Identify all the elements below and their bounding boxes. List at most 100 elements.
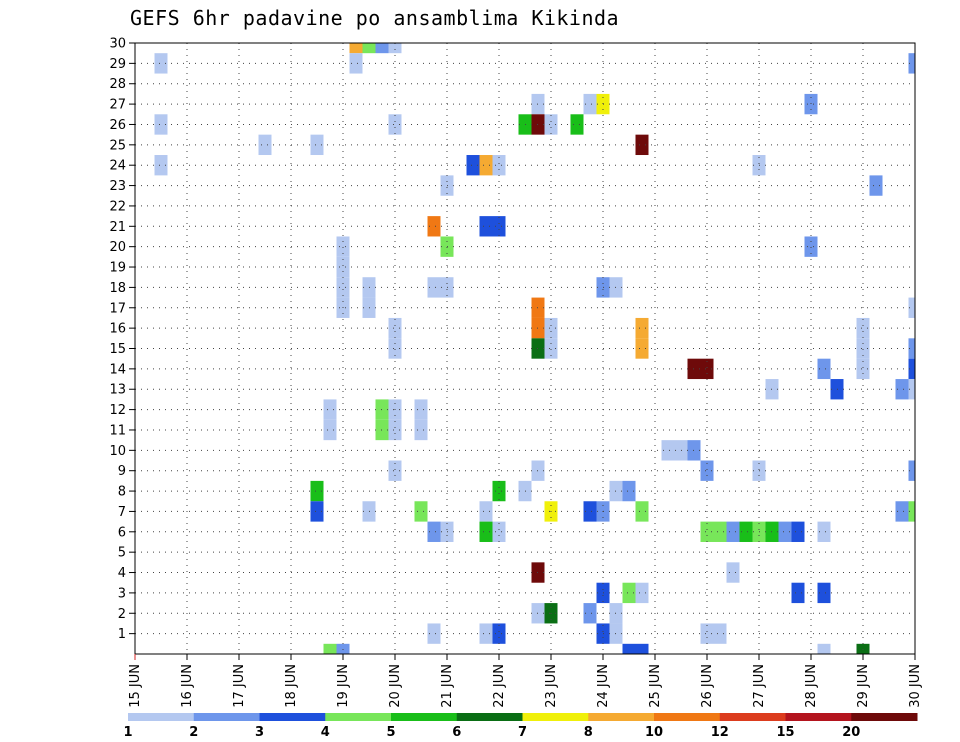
y-tick-label: 20	[109, 240, 126, 255]
x-axis: 15 JUN 16 JUN 17 JUN 18 JUN 19 JUN 20 JUN 21 J…	[128, 654, 923, 708]
y-tick-label: 23	[109, 179, 126, 194]
x-tick-label: 28 JUN	[804, 664, 819, 708]
legend-swatch	[851, 713, 918, 721]
legend-swatch	[391, 713, 458, 721]
precip-cell	[908, 297, 915, 318]
precip-cell	[310, 501, 324, 522]
y-tick-label: 21	[109, 220, 126, 235]
precip-cell	[726, 562, 740, 583]
x-tick-label: 29 JUN	[856, 664, 871, 708]
y-tick-label: 14	[109, 362, 126, 377]
y-tick-label: 17	[109, 301, 126, 316]
x-tick-label: 21 JUN	[440, 664, 455, 708]
precip-cell	[713, 623, 727, 644]
y-tick-label: 6	[118, 525, 126, 540]
precip-cell	[427, 216, 441, 237]
legend-label: 1	[123, 725, 132, 740]
chart-title: GEFS 6hr padavine po ansamblima Kikinda	[130, 6, 620, 30]
precip-cell	[856, 358, 870, 380]
precip-cell	[635, 317, 649, 339]
precip-cell	[804, 236, 818, 257]
y-tick-label: 16	[109, 322, 126, 337]
precip-cell	[388, 43, 402, 54]
precip-cell	[154, 114, 168, 135]
precip-cell	[739, 521, 753, 542]
legend-label: 5	[386, 725, 395, 740]
precip-cell	[791, 521, 805, 542]
precip-cell	[479, 216, 493, 237]
x-tick-label: 24 JUN	[596, 664, 611, 708]
y-tick-label: 11	[109, 423, 126, 438]
precip-cell	[414, 399, 428, 420]
precip-cell	[817, 358, 831, 380]
precip-cell	[388, 338, 402, 359]
precip-cell	[427, 277, 441, 298]
y-tick-label: 27	[109, 98, 126, 113]
legend-swatch	[588, 713, 655, 721]
precip-cell	[544, 114, 558, 135]
x-tick-label: 17 JUN	[232, 664, 247, 708]
precip-cell	[726, 521, 740, 542]
x-tick-label: 27 JUN	[752, 664, 767, 708]
precip-cell	[869, 175, 883, 196]
precip-cell	[414, 419, 428, 441]
precip-cell	[479, 501, 493, 522]
precip-cell	[362, 43, 376, 54]
precip-cell	[856, 317, 870, 339]
legend-label: 15	[776, 725, 794, 740]
precip-cell	[856, 338, 870, 359]
y-tick-label: 1	[118, 627, 126, 642]
precip-cell	[492, 521, 506, 542]
precip-cell	[310, 480, 324, 502]
precip-cell	[544, 317, 558, 339]
y-tick-label: 25	[109, 138, 126, 153]
precip-cell	[622, 582, 636, 604]
precip-cell	[713, 521, 727, 542]
precip-cell	[895, 379, 909, 400]
legend-swatch	[785, 713, 852, 721]
precip-cell	[570, 114, 584, 135]
precip-cell	[700, 460, 714, 481]
cells-layer	[154, 43, 915, 654]
x-tick-label: 20 JUN	[388, 664, 403, 708]
precip-cell	[778, 521, 792, 542]
y-tick-label: 5	[118, 546, 126, 561]
precip-cell	[375, 43, 389, 54]
precip-cell	[817, 643, 831, 654]
precip-cell	[479, 623, 493, 644]
precip-cell	[492, 480, 506, 502]
y-tick-label: 8	[118, 485, 126, 500]
precip-cell	[908, 460, 915, 481]
y-tick-label: 9	[118, 464, 126, 479]
legend-label: 8	[584, 725, 593, 740]
x-tick-label: 18 JUN	[284, 664, 299, 708]
precip-cell	[336, 236, 350, 257]
legend-label: 10	[645, 725, 663, 740]
precip-cell	[388, 460, 402, 481]
precip-cell	[635, 643, 649, 654]
precip-cell	[908, 338, 915, 359]
legend-label: 4	[321, 725, 330, 740]
precip-cell	[700, 358, 714, 380]
precip-cell	[635, 582, 649, 604]
precip-cell	[856, 643, 870, 654]
legend-swatch	[456, 713, 523, 721]
x-tick-label: 23 JUN	[544, 664, 559, 708]
legend-swatch	[128, 713, 195, 721]
precip-cell	[336, 256, 350, 278]
legend-label: 7	[518, 725, 527, 740]
y-tick-label: 3	[118, 586, 126, 601]
precip-cell	[336, 643, 350, 654]
precip-cell	[817, 582, 831, 604]
precip-cell	[427, 521, 441, 542]
precip-cell	[908, 379, 915, 400]
precip-cell	[323, 419, 337, 441]
legend-label: 3	[255, 725, 264, 740]
precip-cell	[804, 93, 818, 115]
precip-cell	[427, 623, 441, 644]
y-axis: 1234567891011121314151617181920212223242…	[109, 37, 135, 642]
x-tick-label: 15 JUN	[128, 664, 143, 708]
legend-swatch	[193, 713, 260, 721]
y-tick-label: 24	[109, 159, 126, 174]
